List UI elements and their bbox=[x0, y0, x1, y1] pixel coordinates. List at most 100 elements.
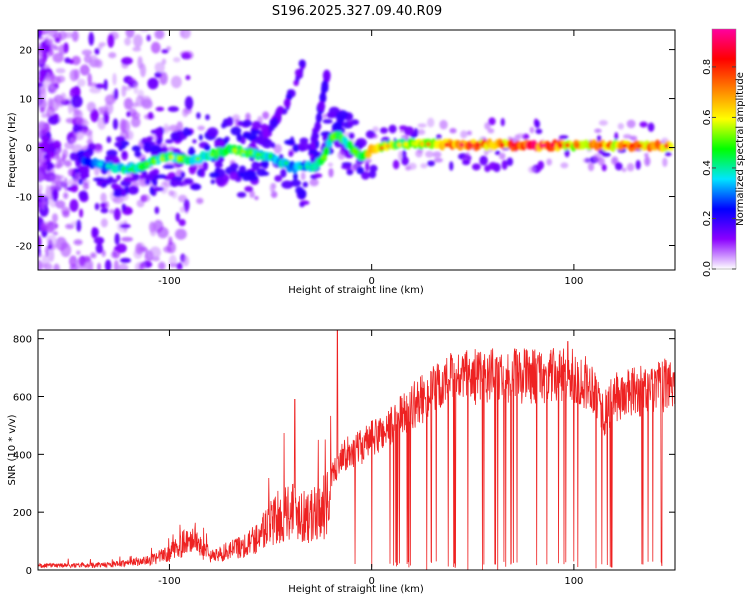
spectrogram-blob bbox=[206, 127, 219, 138]
spectrogram-blob bbox=[416, 129, 426, 136]
spectrogram-blob bbox=[112, 72, 117, 86]
spectrogram-blob bbox=[156, 174, 167, 179]
spectrogram-blob bbox=[635, 159, 641, 170]
spectrogram-ytick-label: -20 bbox=[16, 242, 32, 253]
spectrogram-blob bbox=[361, 171, 370, 180]
spectrogram-blob bbox=[575, 142, 581, 148]
spectrogram-blob bbox=[459, 142, 465, 148]
spectrogram-blob bbox=[466, 130, 472, 136]
spectrogram-ytick-label: 10 bbox=[19, 95, 32, 106]
spectrogram-blob bbox=[209, 152, 215, 158]
spectrogram-blob bbox=[350, 119, 360, 126]
spectrogram-blob bbox=[163, 126, 171, 132]
spectrogram-blob bbox=[78, 165, 88, 173]
spectrogram-blob bbox=[41, 194, 46, 202]
spectrogram-blob bbox=[185, 75, 191, 81]
spectrogram-blob bbox=[128, 77, 136, 83]
spectrogram-blob bbox=[292, 172, 298, 181]
spectrogram-blob bbox=[145, 161, 151, 166]
spectrogram-blob bbox=[528, 166, 536, 174]
spectrogram-blob bbox=[174, 228, 187, 240]
spectrogram-blob bbox=[147, 111, 154, 120]
spectrogram-blob bbox=[97, 262, 102, 270]
spectrogram-blob bbox=[114, 233, 120, 245]
spectrogram-blob bbox=[99, 110, 106, 115]
spectrogram-blob bbox=[125, 208, 132, 214]
spectrogram-blob bbox=[617, 122, 625, 130]
spectrogram-blob bbox=[182, 255, 190, 267]
spectrogram-blob bbox=[172, 57, 181, 63]
spectrogram-blob bbox=[154, 62, 165, 73]
spectrogram-blob bbox=[468, 142, 474, 148]
spectrogram-blob bbox=[121, 85, 127, 97]
spectrogram-blob bbox=[82, 256, 92, 264]
spectrogram-blob bbox=[315, 112, 323, 123]
spectrogram-blob bbox=[540, 143, 546, 148]
snr-xtick-label: -100 bbox=[158, 576, 181, 587]
spectrogram-blob bbox=[230, 126, 242, 136]
spectrogram-blob bbox=[79, 208, 84, 218]
spectrogram-blob bbox=[328, 167, 334, 178]
spectrogram-blob bbox=[356, 166, 364, 175]
spectrogram-blob bbox=[138, 263, 144, 270]
spectrogram-blob bbox=[281, 180, 294, 189]
spectrogram-blob bbox=[73, 239, 83, 246]
spectrogram-blob bbox=[107, 154, 115, 160]
spectrogram-blob bbox=[196, 112, 201, 119]
spectrogram-blob bbox=[139, 30, 149, 33]
spectrogram-blob bbox=[184, 200, 189, 214]
spectrogram-blob bbox=[425, 150, 434, 158]
spectrogram-blob bbox=[121, 236, 133, 242]
spectrogram-blob bbox=[205, 114, 210, 121]
spectrogram-blob bbox=[166, 45, 172, 51]
spectrogram-blob bbox=[159, 71, 168, 85]
spectrogram-blob bbox=[178, 219, 186, 227]
spectrogram-blob bbox=[121, 203, 126, 212]
spectrogram-blob bbox=[161, 49, 169, 54]
spectrogram-blob bbox=[72, 124, 80, 133]
spectrogram-blob bbox=[62, 32, 74, 39]
spectrogram-blob bbox=[119, 257, 132, 264]
spectrogram-blob bbox=[104, 259, 112, 270]
spectrogram-blob bbox=[78, 190, 88, 200]
spectrogram-blob bbox=[38, 82, 44, 88]
spectrogram-blob bbox=[45, 39, 53, 45]
snr-frame bbox=[37, 329, 676, 571]
spectrogram-blob bbox=[444, 142, 450, 148]
spectrogram-blob bbox=[321, 80, 329, 91]
spectrogram-blob bbox=[245, 112, 251, 122]
spectrogram-blob bbox=[420, 163, 428, 169]
spectrogram-blob bbox=[214, 162, 223, 168]
spectrogram-blob bbox=[100, 207, 109, 214]
spectrogram-blob bbox=[317, 101, 326, 112]
spectrogram-blob bbox=[94, 58, 103, 69]
spectrogram-blob bbox=[236, 191, 247, 198]
spectrogram-blob bbox=[77, 78, 86, 87]
spectrogram-ytick-label: 0 bbox=[26, 144, 32, 155]
spectrogram-blob bbox=[46, 159, 52, 172]
spectrogram-blob bbox=[81, 49, 93, 56]
spectrogram-blob bbox=[38, 263, 49, 269]
colorbar-tick-label: 0.8 bbox=[702, 59, 713, 75]
spectrogram-blob bbox=[144, 178, 151, 185]
spectrogram-blob bbox=[242, 132, 251, 139]
spectrogram-blob bbox=[154, 30, 165, 40]
spectrogram-blob bbox=[270, 142, 276, 149]
snr-xlabel: Height of straight line (km) bbox=[288, 584, 424, 595]
snr-xtick-label: 0 bbox=[368, 576, 374, 587]
spectrogram-blob bbox=[69, 264, 79, 270]
spectrogram-blob bbox=[229, 171, 238, 181]
spectrogram-blob bbox=[636, 143, 642, 149]
spectrogram-blob bbox=[487, 128, 495, 134]
spectrogram-blob bbox=[141, 169, 148, 177]
spectrogram-blob bbox=[108, 52, 117, 59]
spectrogram-xtick-label: 0 bbox=[368, 276, 374, 287]
spectrogram-blob bbox=[663, 143, 669, 149]
spectrogram-blob bbox=[167, 106, 179, 113]
spectrogram-blob bbox=[314, 123, 321, 132]
spectrogram-blob bbox=[176, 262, 183, 270]
spectrogram-blob bbox=[175, 212, 180, 222]
spectrogram-blob bbox=[139, 63, 147, 78]
spectrogram-blob bbox=[621, 167, 627, 172]
spectrogram-blob bbox=[98, 42, 107, 47]
